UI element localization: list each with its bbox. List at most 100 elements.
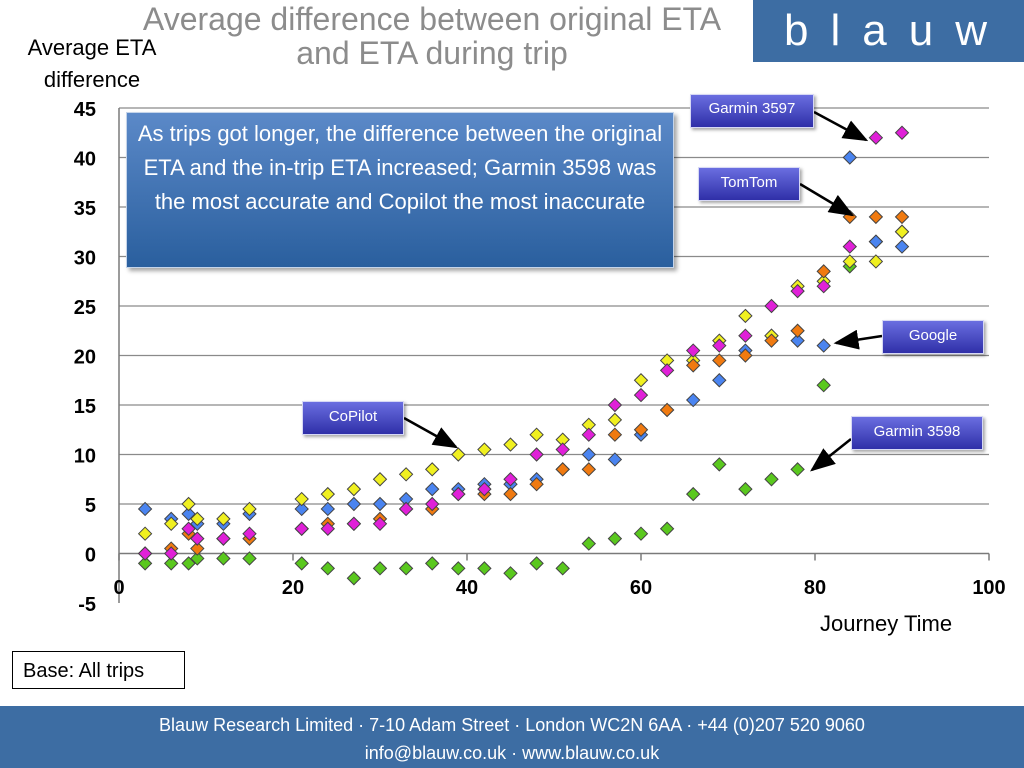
data-point xyxy=(894,239,910,254)
label-google: Google xyxy=(882,320,984,354)
data-point xyxy=(346,481,362,497)
data-point xyxy=(529,427,544,442)
data-point xyxy=(555,442,570,457)
arrow xyxy=(813,110,869,142)
y-tick-label: 30 xyxy=(74,248,96,270)
x-tick-label: 60 xyxy=(630,577,652,599)
y-tick-label: 0 xyxy=(85,545,96,567)
data-point xyxy=(216,511,231,527)
x-tick-label: 20 xyxy=(282,577,304,599)
y-tick-labels: -5 0 5 10 15 20 25 30 35 40 45 xyxy=(74,99,96,616)
data-points xyxy=(137,125,910,586)
x-tick-label: 100 xyxy=(972,577,1005,599)
data-point xyxy=(894,224,910,239)
data-point xyxy=(242,526,257,541)
y-tick-label: -5 xyxy=(78,594,96,616)
data-point xyxy=(685,343,701,358)
data-point xyxy=(659,402,675,418)
x-tick-label: 40 xyxy=(456,577,478,599)
data-point xyxy=(712,353,727,368)
footer-contact: info@blauw.co.uk · www.blauw.co.uk xyxy=(364,743,660,763)
data-point xyxy=(503,486,518,502)
data-point xyxy=(581,536,597,551)
data-point xyxy=(320,561,336,576)
data-point xyxy=(137,501,153,517)
data-point xyxy=(894,125,910,140)
data-point xyxy=(137,546,153,561)
data-point xyxy=(477,561,492,576)
data-point xyxy=(424,556,440,571)
data-point xyxy=(790,283,805,299)
base-note: Base: All trips xyxy=(12,651,185,689)
data-point xyxy=(346,496,362,512)
data-point xyxy=(190,551,205,566)
data-point xyxy=(372,516,388,532)
y-tick-label: 40 xyxy=(74,149,96,171)
data-point xyxy=(137,556,153,571)
data-point xyxy=(398,501,414,517)
data-point xyxy=(764,333,779,348)
x-tick-label: 0 xyxy=(113,577,124,599)
data-point xyxy=(424,462,440,477)
data-point xyxy=(529,556,544,571)
y-tick-label: 20 xyxy=(74,347,96,369)
label-tomtom: TomTom xyxy=(698,167,800,201)
data-point xyxy=(607,452,623,467)
data-point xyxy=(633,526,649,541)
footer: Blauw Research Limited · 7-10 Adam Stree… xyxy=(0,706,1024,768)
data-point xyxy=(294,556,309,571)
data-point xyxy=(685,392,701,408)
data-point xyxy=(738,308,753,324)
data-point xyxy=(738,481,753,497)
y-tick-label: 25 xyxy=(74,297,96,319)
data-point xyxy=(764,472,779,487)
y-tick-label: 15 xyxy=(74,396,96,418)
data-point xyxy=(633,373,649,388)
data-point xyxy=(738,348,753,363)
arrow xyxy=(403,416,459,449)
data-point xyxy=(190,541,205,556)
data-point xyxy=(190,531,205,546)
x-tick-labels: 0 20 40 60 80 100 xyxy=(113,577,1005,599)
data-point xyxy=(790,333,805,348)
arrow xyxy=(810,438,852,472)
data-point xyxy=(181,496,196,512)
data-point xyxy=(294,491,309,507)
data-point xyxy=(216,531,231,546)
data-point xyxy=(372,472,388,487)
arrow xyxy=(799,182,855,217)
data-point xyxy=(712,457,727,472)
data-point xyxy=(294,501,309,517)
data-point xyxy=(503,437,518,452)
data-point xyxy=(790,462,805,477)
data-point xyxy=(842,254,858,269)
data-point xyxy=(346,516,362,532)
data-point xyxy=(816,338,831,353)
y-tick-label: 35 xyxy=(74,198,96,220)
data-point xyxy=(477,481,492,497)
data-point xyxy=(320,501,336,517)
data-point xyxy=(712,338,727,353)
y-axis-label: Average ETA difference xyxy=(27,35,157,92)
data-point xyxy=(816,377,831,393)
data-point xyxy=(372,496,388,512)
data-point xyxy=(607,531,623,546)
data-point xyxy=(581,447,597,462)
data-point xyxy=(868,130,884,145)
data-point xyxy=(372,561,388,576)
data-point xyxy=(607,412,623,428)
data-point xyxy=(816,278,831,294)
data-point xyxy=(320,486,336,502)
data-point xyxy=(685,358,701,373)
data-point xyxy=(816,264,831,279)
data-point xyxy=(163,516,179,532)
label-copilot: CoPilot xyxy=(302,401,404,435)
data-point xyxy=(790,323,805,338)
data-point xyxy=(398,467,414,482)
label-garmin-3597: Garmin 3597 xyxy=(690,94,814,128)
data-point xyxy=(868,254,884,269)
data-point xyxy=(216,551,231,566)
data-point xyxy=(163,556,179,571)
arrow xyxy=(833,329,883,350)
data-point xyxy=(685,486,701,502)
